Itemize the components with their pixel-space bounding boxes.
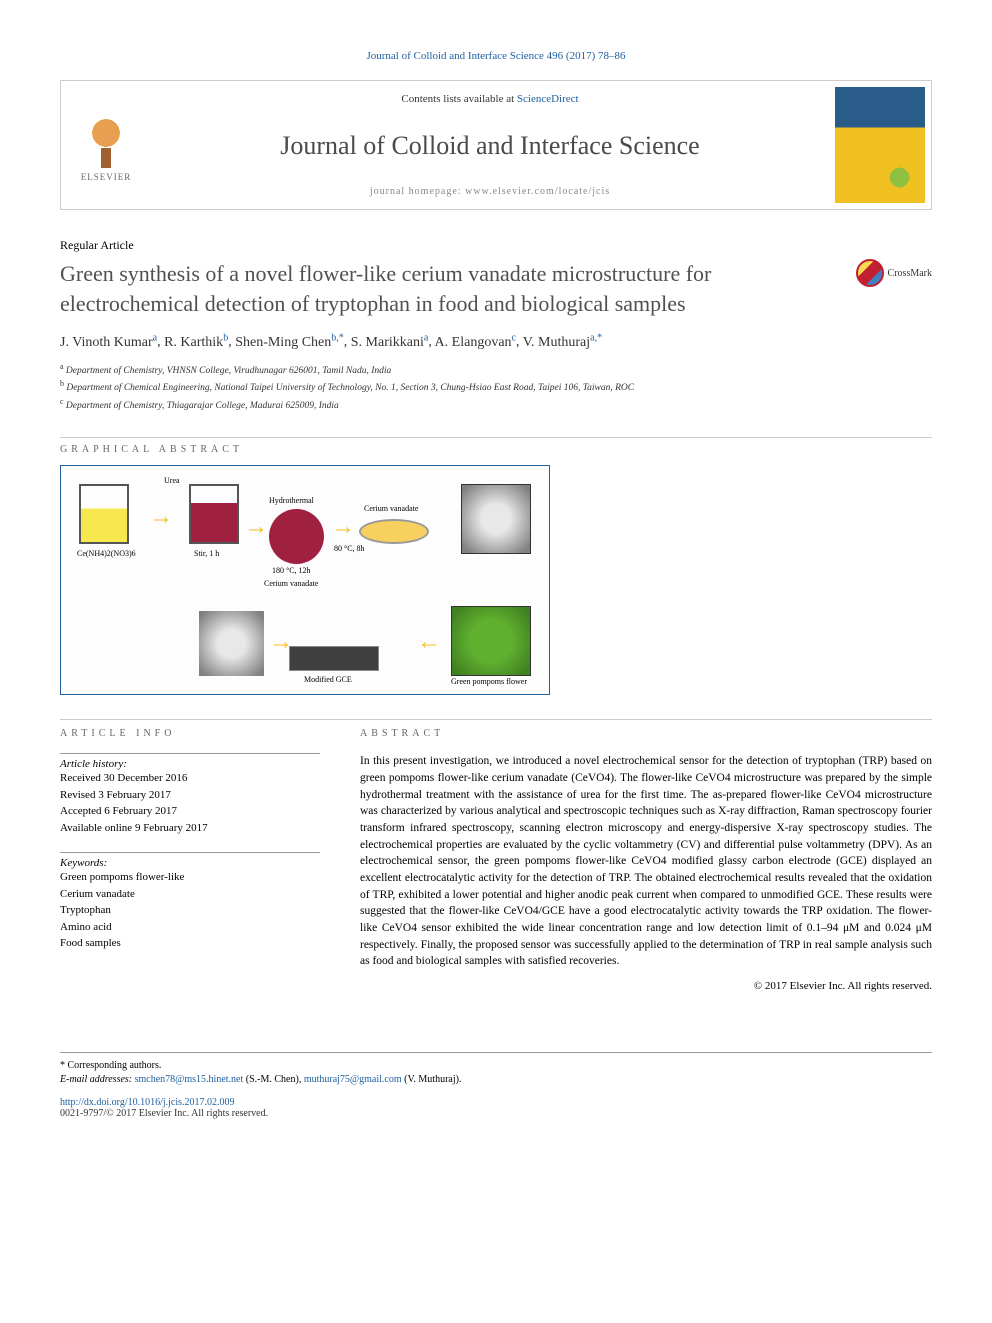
email-label: E-mail addresses: xyxy=(60,1074,135,1085)
ga-label-hydrothermal: Hydrothermal xyxy=(269,496,314,505)
affiliation: c Department of Chemistry, Thiagarajar C… xyxy=(60,396,932,413)
contents-prefix: Contents lists available at xyxy=(401,93,516,105)
article-info-column: ARTICLE INFO Article history: Received 3… xyxy=(60,728,320,992)
ga-dish-icon xyxy=(359,519,429,544)
author-email-link[interactable]: muthuraj75@gmail.com xyxy=(304,1074,402,1085)
author-affiliation-link[interactable]: a,* xyxy=(590,332,602,343)
ga-label-precursor: Ce(NH4)2(NO3)6 xyxy=(77,549,136,558)
email-line: E-mail addresses: smchen78@ms15.hinet.ne… xyxy=(60,1073,932,1087)
author: J. Vinoth Kumara xyxy=(60,335,157,350)
homepage-url[interactable]: www.elsevier.com/locate/jcis xyxy=(465,186,610,197)
affiliation: a Department of Chemistry, VHNSN College… xyxy=(60,361,932,378)
author: R. Karthikb xyxy=(164,335,228,350)
email-person: (S.-M. Chen) xyxy=(246,1074,299,1085)
ga-beaker-mixed xyxy=(189,484,239,544)
footer-block: * Corresponding authors. E-mail addresse… xyxy=(60,1052,932,1087)
ga-sem-sphere-icon xyxy=(461,484,531,554)
affiliation: b Department of Chemical Engineering, Na… xyxy=(60,378,932,395)
keywords-label: Keywords: xyxy=(60,852,320,869)
ga-label-cev: Cerium vanadate xyxy=(364,504,418,513)
issn-line: 0021-9797/© 2017 Elsevier Inc. All right… xyxy=(60,1108,932,1119)
affiliation-list: a Department of Chemistry, VHNSN College… xyxy=(60,361,932,413)
crossmark-badge[interactable]: CrossMark xyxy=(856,259,932,287)
keyword-entry: Cerium vanadate xyxy=(60,886,320,903)
ga-label-cev2: Cerium vanadate xyxy=(264,579,318,588)
crossmark-label: CrossMark xyxy=(888,268,932,279)
history-entry: Accepted 6 February 2017 xyxy=(60,803,320,820)
author-affiliation-link[interactable]: b,* xyxy=(331,332,344,343)
doi-link[interactable]: http://dx.doi.org/10.1016/j.jcis.2017.02… xyxy=(60,1097,932,1108)
journal-name: Journal of Colloid and Interface Science xyxy=(163,131,817,161)
history-label: Article history: xyxy=(60,753,320,770)
contents-available: Contents lists available at ScienceDirec… xyxy=(163,93,817,105)
history-entry: Received 30 December 2016 xyxy=(60,770,320,787)
article-type: Regular Article xyxy=(60,238,932,253)
publisher-logo: ELSEVIER xyxy=(61,81,151,209)
ga-arrow-icon: ← xyxy=(417,629,441,656)
ga-beaker-precursor xyxy=(79,484,129,544)
author-email-link[interactable]: smchen78@ms15.hinet.net xyxy=(135,1074,244,1085)
ga-gce-rect-icon xyxy=(289,646,379,671)
article-title: Green synthesis of a novel flower-like c… xyxy=(60,259,836,318)
author-affiliation-link[interactable]: c xyxy=(512,332,516,343)
elsevier-tree-icon xyxy=(76,108,136,168)
author-affiliation-link[interactable]: a xyxy=(153,332,157,343)
author: Shen-Ming Chenb,* xyxy=(235,335,344,350)
homepage-line: journal homepage: www.elsevier.com/locat… xyxy=(163,186,817,197)
journal-header: ELSEVIER Contents lists available at Sci… xyxy=(60,80,932,210)
homepage-label: journal homepage: xyxy=(370,186,465,197)
author: V. Muthuraja,* xyxy=(523,335,602,350)
ga-arrow-icon: → xyxy=(331,514,355,541)
history-entry: Available online 9 February 2017 xyxy=(60,820,320,837)
corresponding-note: * Corresponding authors. xyxy=(60,1059,932,1073)
info-section-label: ARTICLE INFO xyxy=(60,728,320,739)
author: S. Marikkania xyxy=(351,335,429,350)
ga-label-green: Green pompoms flower xyxy=(449,677,529,686)
abstract-column: ABSTRACT In this present investigation, … xyxy=(360,728,932,992)
ga-cevo4-sphere-icon xyxy=(199,611,264,676)
author-list: J. Vinoth Kumara, R. Karthikb, Shen-Ming… xyxy=(60,332,932,351)
ga-arrow-icon: → xyxy=(244,514,268,541)
ga-label-urea: Urea xyxy=(164,476,180,485)
keyword-entry: Green pompoms flower-like xyxy=(60,869,320,886)
abstract-label: ABSTRACT xyxy=(360,728,932,739)
header-center: Contents lists available at ScienceDirec… xyxy=(151,81,829,209)
journal-cover-thumbnail xyxy=(835,87,925,203)
author: A. Elangovanc xyxy=(435,335,516,350)
keyword-entry: Food samples xyxy=(60,935,320,952)
ga-label-hydrothermal-cond: 180 °C, 12h xyxy=(272,566,311,575)
publisher-logo-text: ELSEVIER xyxy=(81,172,132,182)
ga-hydrothermal-icon xyxy=(269,509,324,564)
ga-label-dry: 80 °C, 8h xyxy=(334,544,365,553)
citation-line: Journal of Colloid and Interface Science… xyxy=(60,50,932,62)
crossmark-icon xyxy=(856,259,884,287)
history-entry: Revised 3 February 2017 xyxy=(60,787,320,804)
author-affiliation-link[interactable]: b xyxy=(223,332,228,343)
author-affiliation-link[interactable]: a xyxy=(424,332,428,343)
email-person: (V. Muthuraj) xyxy=(404,1074,459,1085)
ga-label-stir: Stir, 1 h xyxy=(194,549,219,558)
sciencedirect-link[interactable]: ScienceDirect xyxy=(517,93,579,105)
ga-label-gce: Modified GCE xyxy=(304,675,352,684)
abstract-copyright: © 2017 Elsevier Inc. All rights reserved… xyxy=(360,980,932,992)
abstract-text: In this present investigation, we introd… xyxy=(360,753,932,970)
keyword-entry: Amino acid xyxy=(60,919,320,936)
ga-green-flower-icon xyxy=(451,606,531,676)
ga-arrow-icon: → xyxy=(149,504,173,531)
graphical-abstract-label: GRAPHICAL ABSTRACT xyxy=(60,437,932,455)
keyword-entry: Tryptophan xyxy=(60,902,320,919)
graphical-abstract-figure: → → → → ← Ce(NH4)2(NO3)6 Urea Stir, 1 h … xyxy=(60,465,550,695)
